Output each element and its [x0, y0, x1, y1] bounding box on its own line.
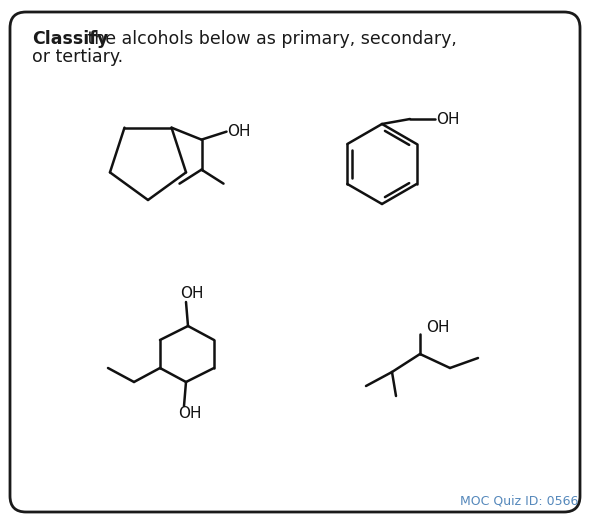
Text: OH: OH [228, 124, 251, 139]
Text: OH: OH [426, 321, 450, 336]
Text: Classify: Classify [32, 30, 108, 48]
Text: OH: OH [180, 287, 204, 302]
Text: the alcohols below as primary, secondary,: the alcohols below as primary, secondary… [82, 30, 457, 48]
Text: OH: OH [436, 112, 460, 126]
Text: MOC Quiz ID: 0566: MOC Quiz ID: 0566 [460, 495, 578, 508]
FancyBboxPatch shape [10, 12, 580, 512]
Text: OH: OH [178, 407, 202, 421]
Text: or tertiary.: or tertiary. [32, 48, 123, 66]
